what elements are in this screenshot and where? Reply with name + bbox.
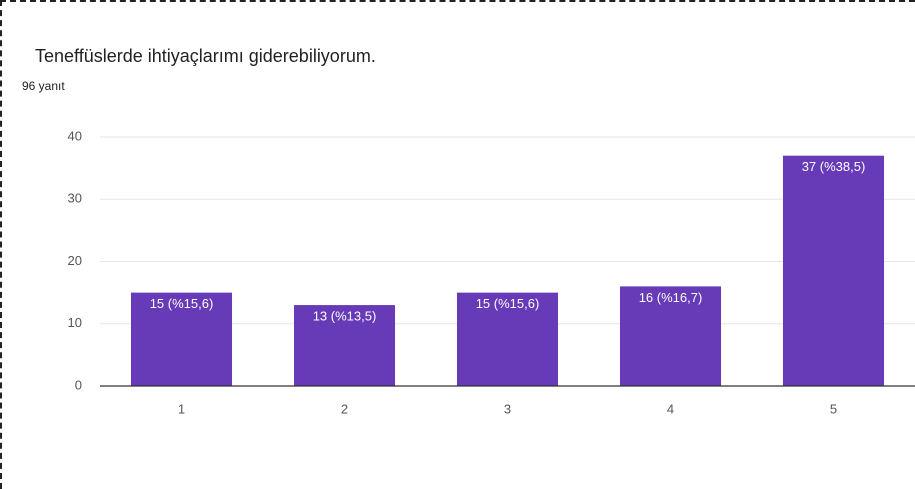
- y-tick-label: 40: [68, 128, 82, 143]
- chart-title: Teneffüslerde ihtiyaçlarımı giderebiliyo…: [35, 46, 376, 66]
- bar: [619, 286, 722, 386]
- x-tick-label: 5: [830, 401, 837, 416]
- y-tick-label: 0: [75, 377, 82, 392]
- y-tick-label: 10: [68, 315, 82, 330]
- value-label: 15 (%15,6): [476, 296, 540, 311]
- value-label: 15 (%15,6): [150, 296, 214, 311]
- y-tick-label: 30: [68, 191, 82, 206]
- chart-subtitle: 96 yanıt: [22, 79, 65, 93]
- value-label: 16 (%16,7): [639, 290, 703, 305]
- value-label: 37 (%38,5): [802, 159, 866, 174]
- bar: [293, 305, 396, 386]
- bar: [782, 155, 885, 386]
- x-tick-label: 1: [178, 401, 185, 416]
- x-tick-label: 3: [504, 401, 511, 416]
- y-tick-label: 20: [68, 253, 82, 268]
- x-tick-label: 2: [341, 401, 348, 416]
- value-label: 13 (%13,5): [313, 309, 377, 324]
- bar: [456, 292, 559, 386]
- bar: [130, 292, 233, 386]
- x-tick-label: 4: [667, 401, 674, 416]
